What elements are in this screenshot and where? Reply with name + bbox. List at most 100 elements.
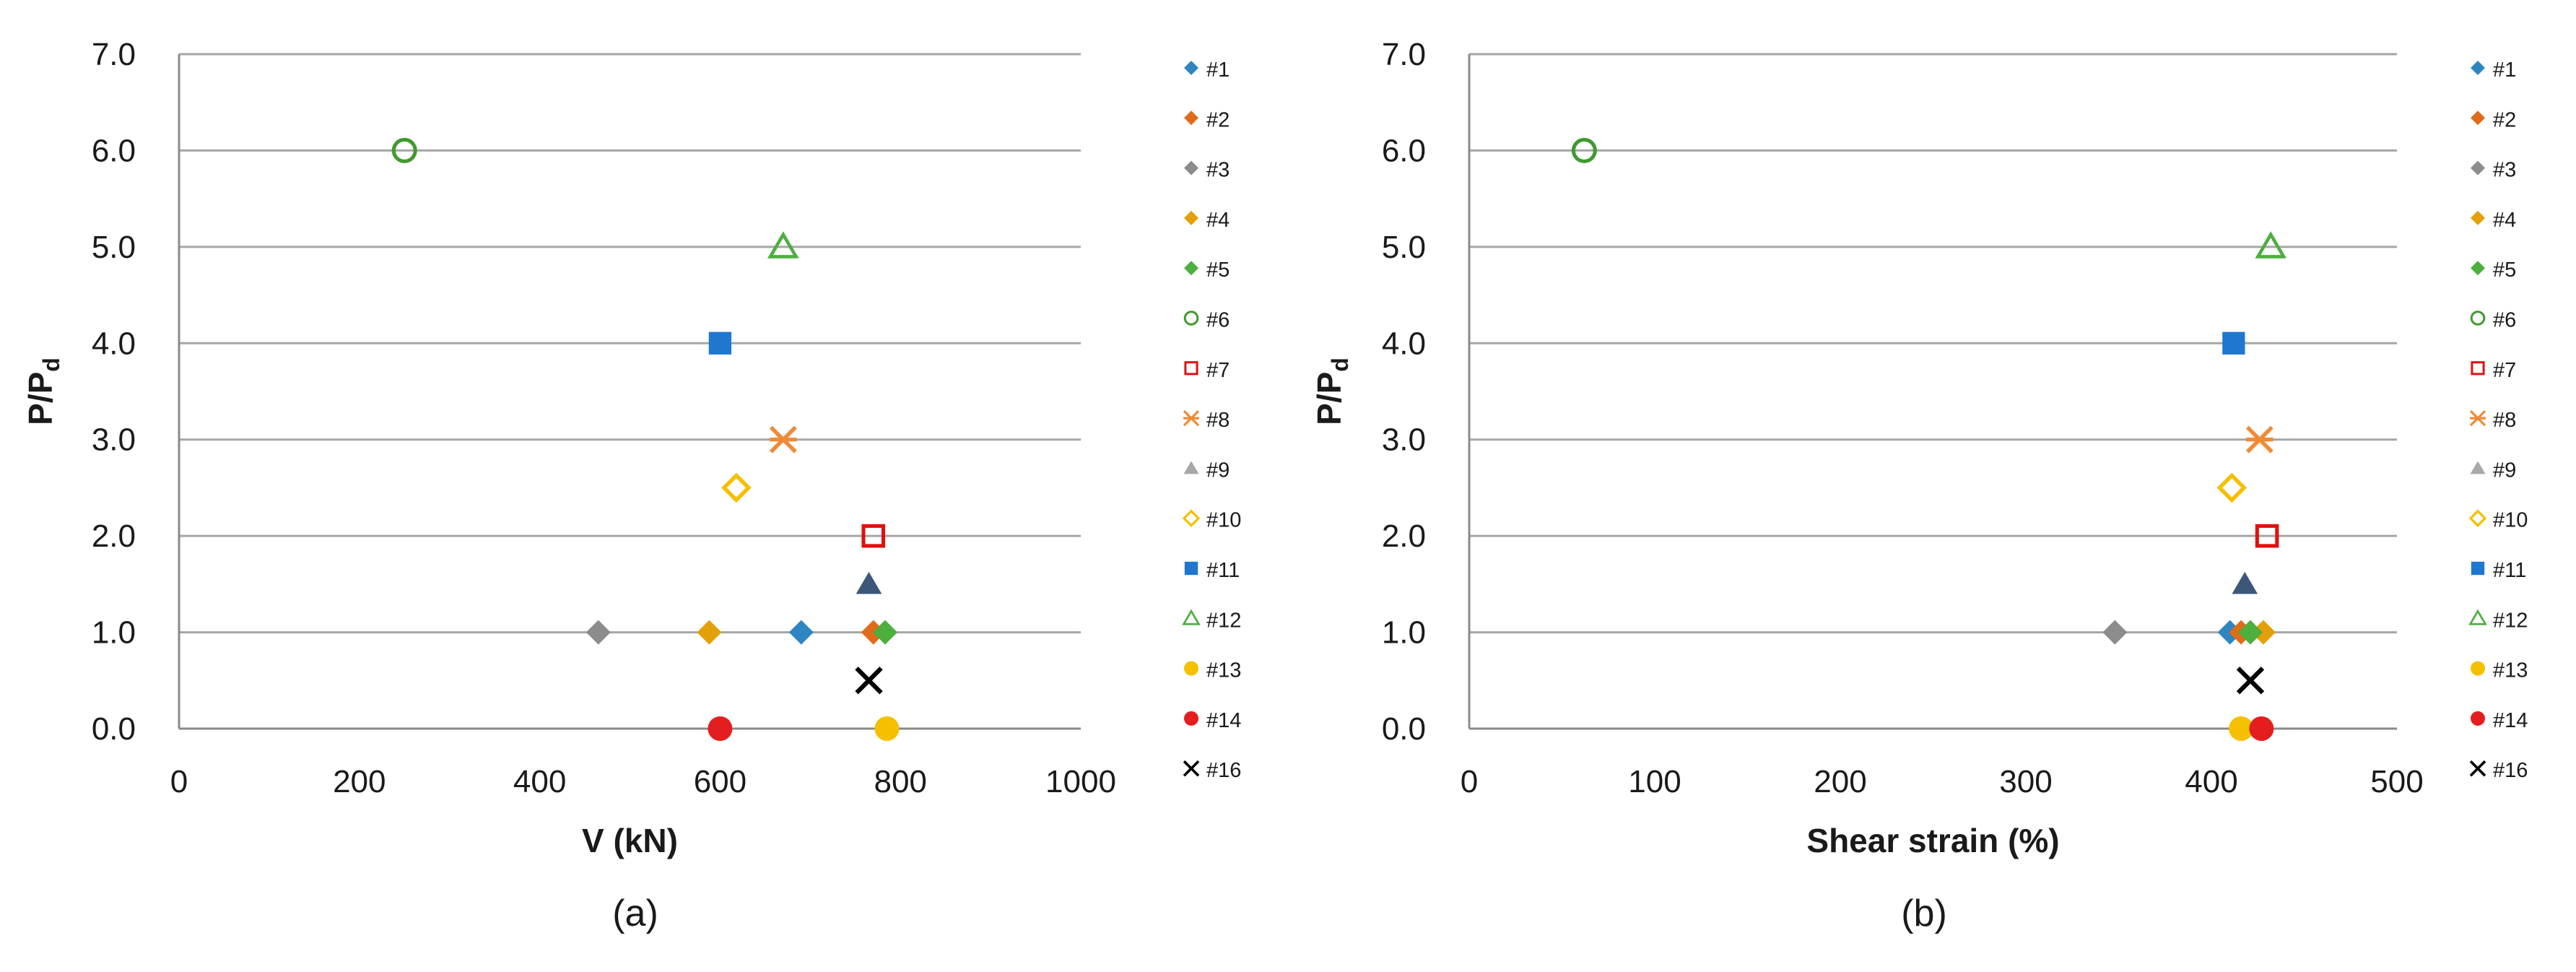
- data-point: [2255, 231, 2287, 259]
- x-tick-label: 400: [2185, 764, 2237, 799]
- x-tick-label: 200: [333, 764, 386, 799]
- chart-caption: (b): [1901, 893, 1947, 934]
- y-tick-label: 1.0: [1382, 615, 1426, 651]
- data-point: [874, 716, 900, 741]
- legend-label: #12: [2493, 609, 2528, 632]
- data-point: [721, 472, 752, 503]
- legend-label: #6: [1206, 309, 1230, 332]
- data-point: [2102, 620, 2128, 645]
- y-tick-label: 6.0: [1382, 133, 1426, 168]
- legend-marker: [2470, 461, 2486, 474]
- chart-a: 0.0 1.0 2.0 3.0 4.0 5.0 6.0 7.0 0 200 400 600 800 100…: [22, 37, 1241, 934]
- legend-label: #5: [1206, 259, 1230, 282]
- y-tick-label: 5.0: [92, 230, 136, 265]
- y-tick-label: 1.0: [92, 615, 136, 651]
- y-tick-label: 2.0: [92, 518, 136, 554]
- y-tick-label: 7.0: [92, 37, 136, 72]
- legend-marker: [1184, 561, 1198, 576]
- data-point: [586, 620, 611, 645]
- legend-marker: [2471, 160, 2485, 175]
- legend-marker: [2471, 361, 2485, 376]
- legend-marker: [2471, 61, 2485, 75]
- legend-marker: [1184, 110, 1198, 126]
- legend-label: #13: [2493, 659, 2528, 682]
- legend-marker: [2471, 561, 2485, 576]
- data-point: [769, 425, 797, 454]
- legend-label: #11: [1206, 559, 1240, 582]
- legend-marker: [2469, 760, 2486, 777]
- y-tick-label: 6.0: [92, 133, 136, 168]
- legend-marker: [2468, 509, 2487, 527]
- legend-label: #7: [1206, 359, 1230, 382]
- data-point: [767, 231, 799, 259]
- legend-label: #12: [1206, 609, 1241, 632]
- x-tick-label: 200: [1814, 764, 1866, 799]
- data-point: [697, 620, 722, 645]
- y-axis-title: P/Pd: [22, 357, 64, 425]
- legend-label: #5: [2493, 259, 2516, 282]
- x-tick-label: 300: [1999, 764, 2052, 799]
- legend-label: #8: [2493, 409, 2516, 432]
- data-point: [2229, 716, 2254, 741]
- legend-label: #1: [2493, 58, 2516, 82]
- x-tick-label: 100: [1628, 764, 1681, 799]
- legend-marker: [1182, 609, 1201, 625]
- legend-label: #11: [2493, 559, 2526, 582]
- data-point: [872, 620, 897, 645]
- legend-label: #4: [2493, 209, 2516, 232]
- x-tick-label: 400: [513, 764, 566, 799]
- legend-marker: [1184, 160, 1198, 175]
- legend-marker: [1183, 760, 1200, 777]
- legend-label: #2: [2493, 108, 2516, 131]
- legend-label: #16: [2493, 759, 2528, 782]
- legend-marker: [1182, 509, 1201, 527]
- legend-label: #6: [2493, 309, 2516, 332]
- legend-label: #3: [1206, 159, 1230, 182]
- data-point: [856, 571, 882, 594]
- x-axis-title: Shear strain (%): [1806, 822, 2059, 859]
- data-point: [2245, 425, 2273, 454]
- legend-marker: [1184, 361, 1198, 376]
- data-point: [2236, 667, 2265, 695]
- data-point: [391, 137, 417, 163]
- data-point: [861, 524, 886, 548]
- x-tick-label: 0: [170, 764, 188, 799]
- y-tick-label: 0.0: [92, 711, 136, 747]
- y-tick-label: 5.0: [1382, 230, 1426, 265]
- legend-label: #14: [1206, 709, 1241, 732]
- data-point: [2250, 620, 2276, 645]
- x-tick-label: 800: [874, 764, 926, 799]
- chart-b: 0.0 1.0 2.0 3.0 4.0 5.0 6.0 7.0 0 100 200 300 400 500…: [1310, 37, 2528, 934]
- legend-label: #7: [2493, 359, 2516, 382]
- legend-marker: [2471, 711, 2485, 726]
- data-point: [788, 620, 814, 645]
- legend-label: #16: [1206, 759, 1241, 782]
- data-point: [708, 716, 733, 741]
- legend-label: #8: [1206, 409, 1230, 432]
- data-point: [708, 331, 732, 355]
- chart-caption: (a): [612, 893, 658, 934]
- data-point: [2216, 472, 2248, 503]
- legend-label: #13: [1206, 659, 1241, 682]
- legend-marker: [2471, 110, 2485, 126]
- data-point: [2222, 331, 2245, 355]
- legend-label: #9: [2493, 459, 2516, 482]
- y-tick-label: 3.0: [92, 422, 136, 458]
- legend-marker: [1183, 461, 1199, 474]
- legend-label: #3: [2493, 159, 2516, 182]
- x-tick-label: 600: [694, 764, 747, 799]
- x-tick-label: 500: [2370, 764, 2423, 799]
- legend-label: #1: [1206, 58, 1230, 82]
- legend-marker: [1184, 661, 1198, 676]
- data-point: [2232, 571, 2258, 594]
- legend-label: #10: [1206, 509, 1241, 532]
- legend-label: #14: [2493, 709, 2528, 732]
- data-point: [2255, 524, 2279, 548]
- legend-marker: [1184, 711, 1198, 726]
- data-point: [2237, 620, 2263, 645]
- legend-marker: [1184, 210, 1198, 225]
- legend-marker: [2469, 409, 2486, 427]
- legend-marker: [2471, 661, 2485, 676]
